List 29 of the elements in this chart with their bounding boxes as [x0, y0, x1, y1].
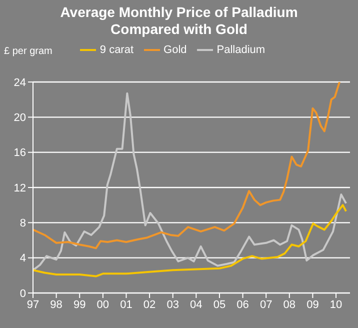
- x-tick-label: 06: [236, 298, 249, 311]
- chart-title: Average Monthly Price of Palladium Compared with Gold: [59, 4, 299, 38]
- x-tick-label: 00: [96, 298, 110, 311]
- x-tick-label: 99: [73, 298, 86, 311]
- x-tick-label: 10: [330, 298, 342, 311]
- x-tick-label: 08: [283, 298, 296, 311]
- x-tick-label: 02: [143, 298, 156, 311]
- x-tick-label: 03: [166, 298, 179, 311]
- legend-label: 9 carat: [100, 44, 134, 56]
- x-tick-label: 97: [26, 298, 40, 311]
- x-tick-label: 01: [120, 298, 132, 311]
- x-tick-label: 04: [190, 298, 202, 311]
- y-tick-label: 0: [20, 288, 26, 300]
- y-axis-title: £ per gram: [4, 46, 52, 57]
- line-series: [33, 82, 341, 250]
- x-tick-label: 05: [213, 298, 226, 311]
- x-tick-label: 98: [50, 298, 62, 311]
- y-tick-label: 4: [20, 252, 26, 265]
- y-tick-label: 12: [14, 182, 26, 194]
- legend-label: Gold: [164, 44, 187, 56]
- y-tick-label: 8: [20, 218, 26, 230]
- y-tick-label: 16: [14, 147, 26, 160]
- y-tick-label: 24: [14, 76, 26, 89]
- line-series: [33, 92, 348, 272]
- y-tick-label: 20: [14, 112, 26, 124]
- x-tick-label: 07: [260, 298, 272, 311]
- legend-label: Palladium: [216, 44, 266, 56]
- x-tick-label: 09: [306, 298, 319, 311]
- line-series: [33, 204, 348, 278]
